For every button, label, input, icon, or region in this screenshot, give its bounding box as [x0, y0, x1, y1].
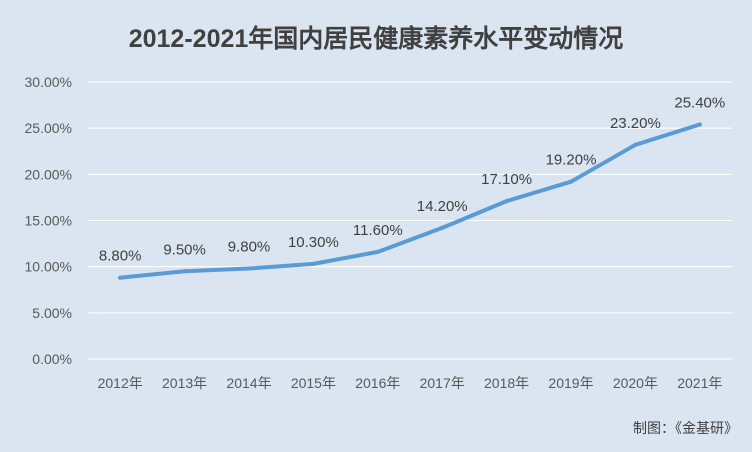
x-tick-label: 2017年: [420, 375, 465, 391]
y-tick-label: 15.00%: [25, 213, 72, 229]
x-tick-label: 2016年: [355, 375, 400, 391]
y-tick-label: 25.00%: [25, 120, 72, 136]
data-labels: 8.80% 9.50% 9.80% 10.30% 11.60% 14.20% 17.10% 1…: [99, 94, 725, 264]
x-tick-label: 2021年: [677, 375, 722, 391]
source-note: 制图：《金基研》: [633, 420, 738, 436]
x-tick-label: 2013年: [162, 375, 207, 391]
data-point: [182, 269, 187, 274]
data-point: [569, 179, 573, 184]
data-point: [247, 266, 251, 271]
y-axis-ticks: 0.00% 5.00% 10.00% 15.00% 20.00% 25.00% 30.00%: [25, 74, 72, 367]
data-point: [633, 142, 638, 147]
x-tick-label: 2019年: [548, 375, 593, 391]
data-point: [311, 261, 316, 266]
data-point: [697, 122, 702, 127]
data-label: 8.80%: [99, 248, 142, 265]
series-line: [118, 122, 702, 280]
data-point: [440, 225, 445, 230]
gridlines: [88, 81, 732, 360]
data-label: 9.50%: [163, 241, 206, 258]
y-tick-label: 30.00%: [25, 74, 72, 90]
x-tick-label: 2012年: [98, 375, 143, 391]
x-tick-label: 2020年: [613, 375, 658, 391]
series-layer: [118, 122, 702, 280]
data-label: 23.20%: [610, 115, 661, 132]
y-tick-label: 5.00%: [32, 305, 72, 321]
data-point: [504, 199, 509, 204]
chart-title: 2012-2021年国内居民健康素养水平变动情况: [129, 24, 624, 53]
y-tick-label: 10.00%: [25, 259, 72, 275]
data-label: 17.10%: [481, 171, 532, 188]
y-tick-label: 0.00%: [32, 351, 72, 367]
x-tick-label: 2018年: [484, 375, 529, 391]
data-label: 11.60%: [353, 222, 403, 239]
data-label: 19.20%: [546, 152, 597, 169]
data-label: 9.80%: [228, 239, 271, 256]
data-label: 14.20%: [417, 198, 468, 215]
data-point: [118, 275, 123, 280]
data-label: 25.40%: [674, 94, 725, 111]
y-tick-label: 20.00%: [25, 166, 72, 182]
data-point: [375, 249, 380, 254]
x-axis-ticks: 2012年 2013年 2014年 2015年 2016年 2017年 2018年 2019年…: [98, 375, 723, 391]
data-label: 10.30%: [288, 234, 339, 251]
x-tick-label: 2015年: [291, 375, 336, 391]
x-tick-label: 2014年: [226, 375, 271, 391]
